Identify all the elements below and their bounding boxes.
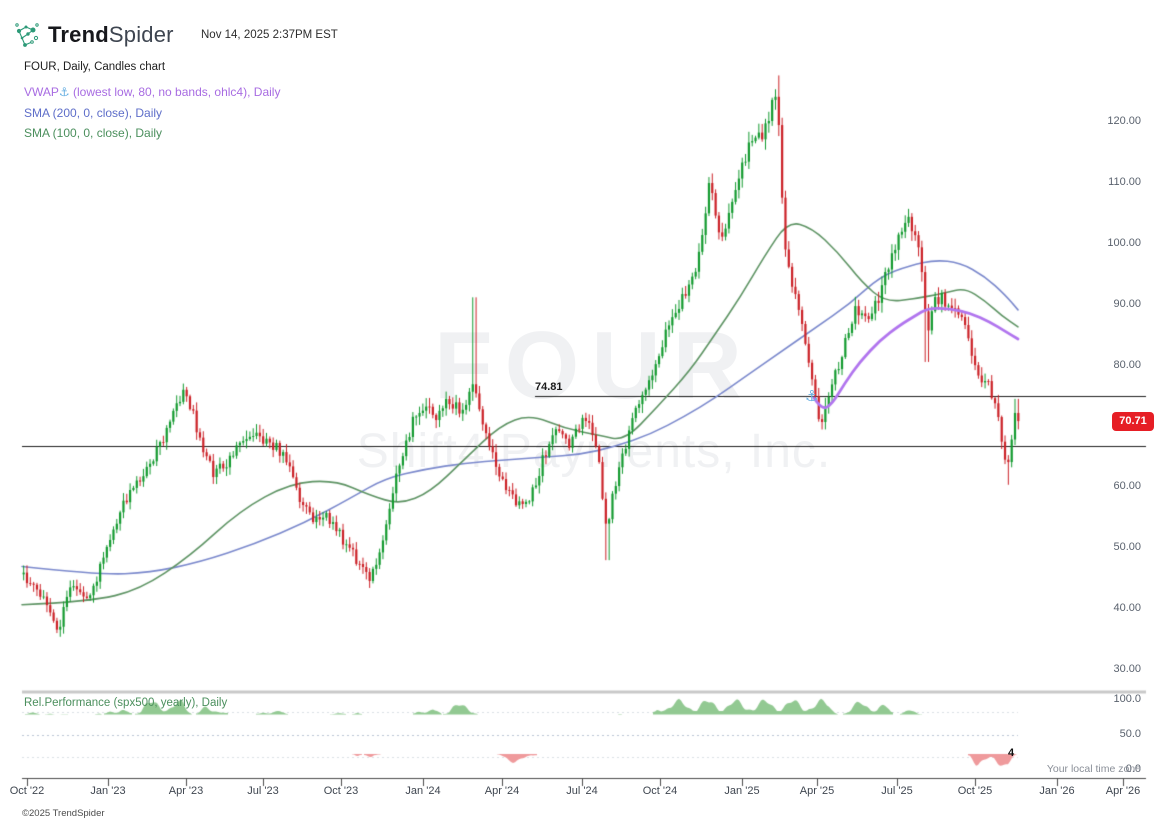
y-axis-label: 80.00: [1113, 358, 1141, 371]
vwap-params: (lowest low, 80, no bands, ohlc4), Daily: [69, 85, 281, 99]
x-axis-label: Apr '24: [484, 785, 520, 797]
copyright-note: ©2025 TrendSpider: [22, 808, 105, 819]
brand-wordmark: TrendSpider: [48, 22, 174, 48]
subpanel-scale-label: 100.0: [1113, 693, 1141, 705]
y-axis-label: 60.00: [1113, 480, 1141, 493]
x-axis-label: Oct '25: [957, 785, 993, 797]
subpanel-scale-label: 50.0: [1119, 728, 1141, 740]
anchor-legend-icon: ⚓: [58, 85, 70, 99]
brand-spider: Spider: [108, 22, 174, 47]
x-axis-label: Apr '26: [1105, 785, 1141, 797]
timezone-note: Your local time zone: [1046, 763, 1141, 775]
x-axis-label: Jan '24: [405, 785, 441, 797]
last-price-badge: 70.71: [1112, 412, 1154, 431]
chart-timestamp: Nov 14, 2025 2:37PM EST: [201, 29, 338, 41]
y-axis-label: 50.00: [1113, 541, 1141, 553]
trendspider-logo-icon: [15, 23, 39, 47]
x-axis-label: Jan '26: [1039, 785, 1075, 797]
subpanel-scale-label: 0.0: [1125, 763, 1141, 775]
x-axis-label: Jul '24: [566, 785, 598, 797]
brand-trend: Trend: [48, 22, 109, 47]
x-axis-label: Oct '22: [9, 785, 45, 797]
legend-item-sma100[interactable]: SMA (100, 0, close), Daily: [24, 126, 163, 140]
y-axis-label: 110.00: [1108, 176, 1141, 189]
y-axis-label: 40.00: [1113, 601, 1141, 614]
x-axis-label: Jul '25: [881, 785, 913, 797]
x-axis-label: Oct '24: [642, 785, 678, 797]
y-axis-label: 30.00: [1113, 662, 1141, 675]
subpanel-indicator-label[interactable]: Rel.Performance (spx500, yearly), Daily: [24, 697, 228, 709]
x-axis-label: Apr '23: [168, 785, 204, 797]
subpanel-marker: 4: [1008, 747, 1015, 759]
x-axis-label: Jan '25: [724, 785, 760, 797]
legend-item-vwap[interactable]: VWAP⚓ (lowest low, 80, no bands, ohlc4),…: [24, 85, 280, 99]
chart-title: FOUR, Daily, Candles chart: [24, 61, 166, 73]
y-axis-label: 120.00: [1107, 115, 1141, 128]
legend-item-sma200[interactable]: SMA (200, 0, close), Daily: [24, 106, 163, 120]
x-axis-label: Oct '23: [323, 785, 359, 797]
x-axis-label: Jul '23: [247, 785, 279, 797]
price-level-label: 74.81: [535, 381, 563, 393]
y-axis-label: 90.00: [1113, 297, 1141, 310]
x-axis-label: Jan '23: [90, 785, 126, 797]
x-axis-label: Apr '25: [799, 785, 835, 797]
vwap-label: VWAP: [24, 85, 59, 99]
y-axis-label: 100.00: [1107, 237, 1141, 249]
vwap-anchor-icon: ⚓: [805, 388, 819, 405]
